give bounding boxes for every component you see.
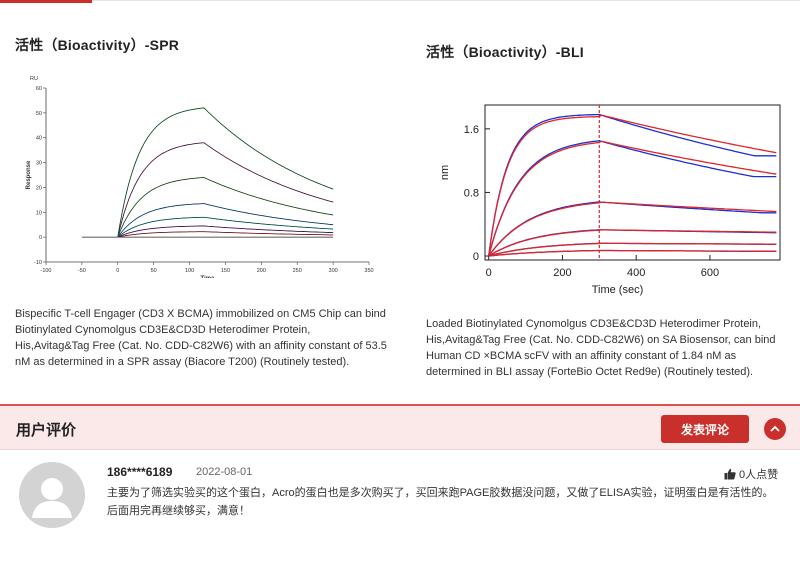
bli-plot-frame <box>484 104 781 261</box>
bli-y-axis-label: nm <box>439 165 451 180</box>
bli-y-tick-label: 0.8 <box>464 187 479 199</box>
bli-data-line <box>488 113 777 257</box>
review-date: 2022-08-01 <box>196 466 253 478</box>
bli-x-tick-label: 600 <box>701 267 719 279</box>
reviews-header: 用户评价 发表评论 <box>0 404 800 450</box>
bli-x-tick-label: 0 <box>486 267 492 279</box>
reviewer-name: 186****6189 <box>107 465 173 479</box>
spr-x-tick-label: 150 <box>221 268 230 274</box>
bli-y-tick-label: 1.6 <box>464 124 479 136</box>
avatar <box>19 462 85 528</box>
spr-x-tick-label: 300 <box>329 268 338 274</box>
spr-y-tick-label: 20 <box>36 185 42 191</box>
bli-chart: 0 0.8 1.6 0 200 400 600 Time (sec) nm <box>439 104 781 296</box>
spr-y-tick-label: 60 <box>36 86 42 92</box>
spr-y-tick-label: -10 <box>34 260 42 266</box>
spr-description: Bispecific T-cell Engager (CD3 X BCMA) i… <box>15 308 387 368</box>
spr-x-tick-label: 250 <box>293 268 302 274</box>
spr-y-tick-label: 0 <box>39 235 42 241</box>
spr-fit-line <box>117 177 334 238</box>
spr-x-tick-label: 200 <box>257 268 266 274</box>
spr-y-tick-label: 40 <box>36 136 42 142</box>
spr-unit-label: RU <box>30 76 38 82</box>
bli-x-tick-label: 200 <box>553 267 571 279</box>
thumbs-up-icon <box>724 468 736 480</box>
user-avatar-icon <box>32 478 72 518</box>
like-count: 0人点赞 <box>739 469 779 481</box>
bli-x-axis-label: Time (sec) <box>592 284 644 296</box>
spr-fit-line <box>117 142 334 238</box>
active-tab-indicator <box>0 0 92 3</box>
collapse-button[interactable] <box>764 418 786 440</box>
bli-fit-line <box>488 242 777 257</box>
spr-fit-line <box>117 225 334 238</box>
spr-x-tick-label: 0 <box>116 268 119 274</box>
bli-fit-line <box>488 201 777 257</box>
spr-x-tick-label: -100 <box>40 268 51 274</box>
spr-x-tick-label: 100 <box>185 268 194 274</box>
spr-y-tick-label: 50 <box>36 111 42 117</box>
bli-x-tick-label: 400 <box>627 267 645 279</box>
spr-fit-line <box>117 203 334 238</box>
chevron-up-icon <box>770 425 780 432</box>
reviews-title: 用户评价 <box>16 422 77 439</box>
like-button[interactable]: 0人点赞 <box>724 466 778 482</box>
bli-data-line <box>488 242 777 257</box>
bli-fit-line <box>488 140 777 257</box>
write-review-button[interactable]: 发表评论 <box>661 415 749 443</box>
bli-data-line <box>488 140 777 257</box>
spr-x-tick-label: 350 <box>364 268 373 274</box>
review-text: 主要为了筛选实验买的这个蛋白，Acro的蛋白也是多次购买了，买回来跑PAGE胶数… <box>107 487 774 517</box>
spr-y-tick-label: 10 <box>36 210 42 216</box>
spr-x-tick-label: 50 <box>151 268 157 274</box>
bli-y-tick-label: 0 <box>473 251 479 263</box>
spr-fit-line <box>117 231 334 238</box>
spr-x-tick-label: -50 <box>78 268 86 274</box>
spr-y-tick-label: 30 <box>36 161 42 167</box>
bli-fit-line <box>488 249 777 257</box>
spr-x-axis-label: Time <box>201 276 216 278</box>
bli-title: 活性（Bioactivity）-BLI <box>426 44 584 60</box>
spr-fit-line <box>117 217 334 238</box>
bli-fit-line <box>488 229 777 257</box>
top-divider <box>0 0 800 1</box>
spr-y-axis-label: Response <box>26 160 32 189</box>
bli-fit-line <box>488 114 777 257</box>
spr-data-line <box>117 142 334 238</box>
bli-description: Loaded Biotinylated Cynomolgus CD3E&CD3D… <box>426 318 776 378</box>
spr-title: 活性（Bioactivity）-SPR <box>15 37 180 53</box>
spr-fit-line <box>117 107 334 238</box>
